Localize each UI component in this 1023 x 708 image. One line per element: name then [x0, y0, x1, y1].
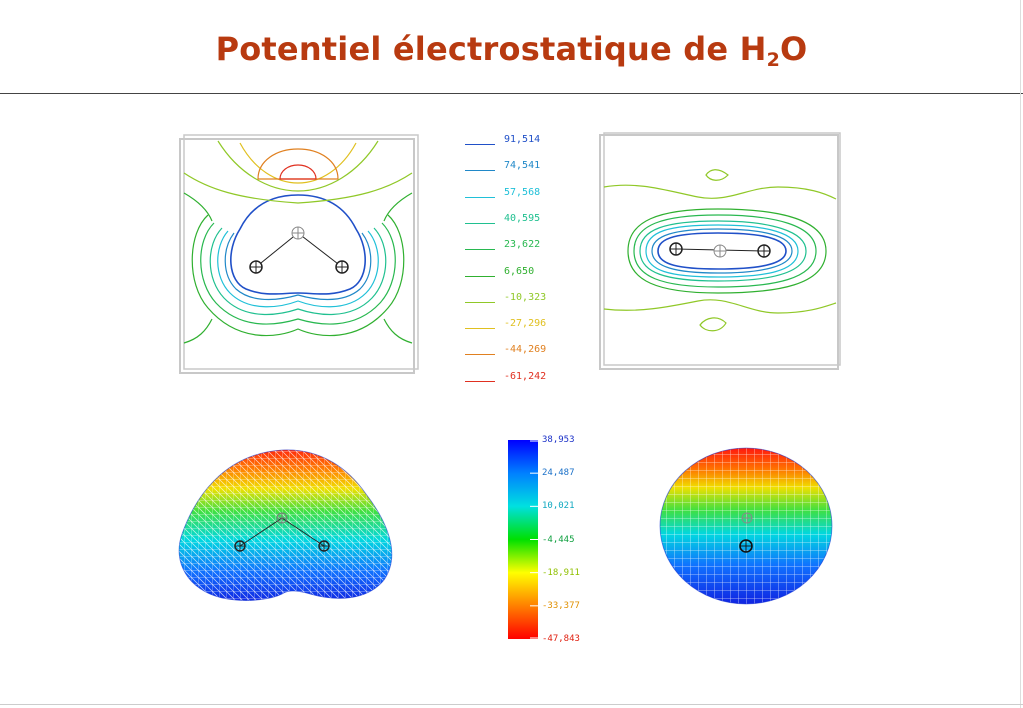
legend-swatch: [465, 170, 495, 172]
surface-wireframe-top-view: [659, 447, 833, 605]
contour-line: [383, 318, 413, 344]
contour-line: [633, 214, 817, 288]
legend-swatch: [465, 328, 495, 330]
contour-line: [183, 172, 413, 204]
legend-swatch: [465, 144, 495, 145]
colorbar-label: -47,843: [542, 634, 580, 644]
hydrogen-atom: [335, 260, 349, 274]
contour-line: [200, 222, 396, 325]
colorbar-label: 38,953: [542, 435, 575, 445]
oxygen-atom: [291, 226, 305, 240]
legend-label: 6,650: [504, 265, 535, 277]
oxygen-atom: [713, 244, 727, 258]
molecule-h2o-edge-on: [739, 512, 753, 553]
contour-line: [224, 232, 372, 301]
legend-swatch: [465, 354, 495, 356]
contour-line: [217, 140, 379, 192]
colorbar-label: -4,445: [542, 534, 575, 545]
surface-wireframe-side-view: [178, 449, 393, 601]
contour-line: [645, 224, 799, 278]
legend-swatch: [465, 380, 495, 382]
colorbar-label: -18,911: [542, 567, 580, 578]
footer-divider: [0, 704, 1023, 705]
title-divider: [0, 93, 1023, 94]
legend-label: -44,269: [504, 344, 547, 356]
legend-label: 40,595: [504, 212, 541, 224]
molecule-h2o: [234, 512, 330, 552]
legend-label: 57,568: [504, 186, 541, 198]
contour-line: [657, 232, 787, 270]
legend-swatch: [465, 275, 495, 277]
legend-swatch: [465, 301, 495, 303]
contour-line: [230, 194, 366, 295]
oxygen-atom: [276, 512, 288, 524]
legend-swatch: [465, 249, 495, 251]
contour-plot-side-view: [179, 134, 419, 374]
surface-outline: [659, 447, 833, 605]
legend-swatch: [465, 196, 495, 198]
colorbar-label: -33,377: [542, 600, 580, 611]
potential-colorbar: [508, 440, 538, 639]
colorbar-label: 10,021: [542, 501, 575, 512]
contour-line: [209, 227, 387, 315]
contour-line: [603, 299, 837, 314]
contour-line: [699, 317, 727, 332]
legend-label: 91,514: [504, 134, 541, 145]
contour-line: [603, 184, 837, 200]
colorbar-label: 24,487: [542, 468, 575, 479]
oxygen-atom: [741, 512, 753, 524]
hydrogen-atom: [318, 540, 330, 552]
legend-label: -61,242: [504, 370, 547, 382]
hydrogen-atom: [757, 244, 771, 258]
molecule-h2o-edge-on: [669, 242, 771, 258]
hydrogen-atom: [669, 242, 683, 256]
contour-line: [183, 318, 213, 344]
legend-label: -27,296: [504, 318, 547, 330]
contour-line: [191, 214, 405, 337]
legend-swatch: [465, 222, 495, 224]
legend-label: 74,541: [504, 160, 541, 172]
hydrogen-atom: [739, 539, 753, 553]
molecule-h2o: [249, 226, 349, 274]
hydrogen-atom: [249, 260, 263, 274]
contour-line: [279, 164, 317, 180]
contour-line: [257, 148, 339, 180]
contour-line: [627, 208, 827, 294]
contour-line: [383, 192, 413, 222]
contour-line: [705, 169, 729, 181]
contour-line: [639, 220, 807, 282]
contour-line: [239, 142, 357, 184]
slide-edge: [1020, 0, 1021, 708]
contour-plot-top-view: [599, 132, 841, 370]
legend-label: -10,323: [504, 291, 547, 303]
hydrogen-atom: [234, 540, 246, 552]
surface-outline: [178, 449, 393, 601]
legend-label: 23,622: [504, 239, 541, 251]
contour-line: [183, 192, 213, 222]
page-title: Potentiel électrostatique de H2O: [215, 30, 808, 71]
contour-line: [651, 228, 793, 274]
contour-frame: [599, 132, 841, 370]
contour-line: [217, 230, 379, 308]
contour-frame: [179, 134, 419, 374]
